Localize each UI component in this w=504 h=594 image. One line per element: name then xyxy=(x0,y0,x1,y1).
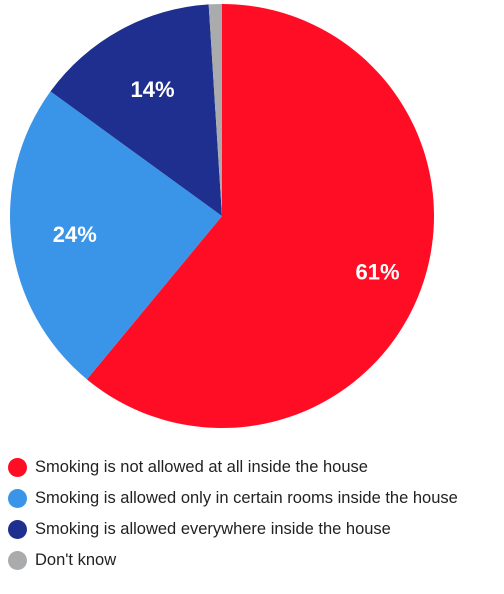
legend-item-dont-know: Don't know xyxy=(8,545,504,575)
pie-slice-everywhere xyxy=(50,4,222,216)
pie-slice-certain-rooms xyxy=(10,91,223,380)
legend-label-dont-know: Don't know xyxy=(35,550,117,569)
legend-label-certain-rooms: Smoking is allowed only in certain rooms… xyxy=(35,488,458,507)
legend-swatch-dont-know xyxy=(8,550,27,570)
legend: Smoking is not allowed at all inside the… xyxy=(8,452,504,576)
legend-label-not-allowed: Smoking is not allowed at all inside the… xyxy=(35,457,368,476)
slice-label-certain-rooms: 24% xyxy=(53,222,97,247)
pie-chart: 61% 24% 14% xyxy=(10,4,434,428)
legend-swatch-everywhere xyxy=(8,519,27,539)
pie-slice-dont-know xyxy=(208,4,222,216)
slice-label-everywhere: 14% xyxy=(131,77,175,102)
legend-swatch-certain-rooms xyxy=(8,488,27,508)
legend-swatch-not-allowed xyxy=(8,457,27,477)
legend-item-everywhere: Smoking is allowed everywhere inside the… xyxy=(8,514,504,544)
legend-item-certain-rooms: Smoking is allowed only in certain rooms… xyxy=(8,483,504,513)
legend-label-everywhere: Smoking is allowed everywhere inside the… xyxy=(35,519,391,538)
slice-label-not-allowed: 61% xyxy=(356,260,400,285)
legend-item-not-allowed: Smoking is not allowed at all inside the… xyxy=(8,452,504,482)
pie-slice-not-allowed xyxy=(86,4,434,428)
